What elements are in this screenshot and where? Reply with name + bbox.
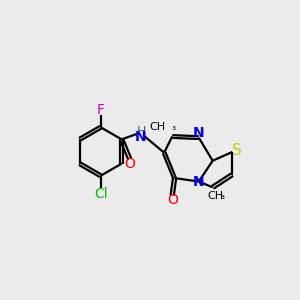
Text: N: N [193, 126, 205, 140]
Text: N: N [135, 130, 146, 144]
Text: ₃: ₃ [171, 122, 175, 132]
Text: H: H [136, 125, 146, 138]
Text: CH: CH [149, 122, 165, 132]
Text: ₃: ₃ [220, 191, 224, 201]
Text: S: S [232, 143, 242, 158]
Text: Cl: Cl [94, 187, 107, 200]
Text: O: O [125, 157, 136, 171]
Text: F: F [97, 103, 105, 117]
Text: O: O [167, 194, 178, 208]
Text: CH: CH [207, 191, 223, 201]
Text: N: N [193, 175, 205, 189]
